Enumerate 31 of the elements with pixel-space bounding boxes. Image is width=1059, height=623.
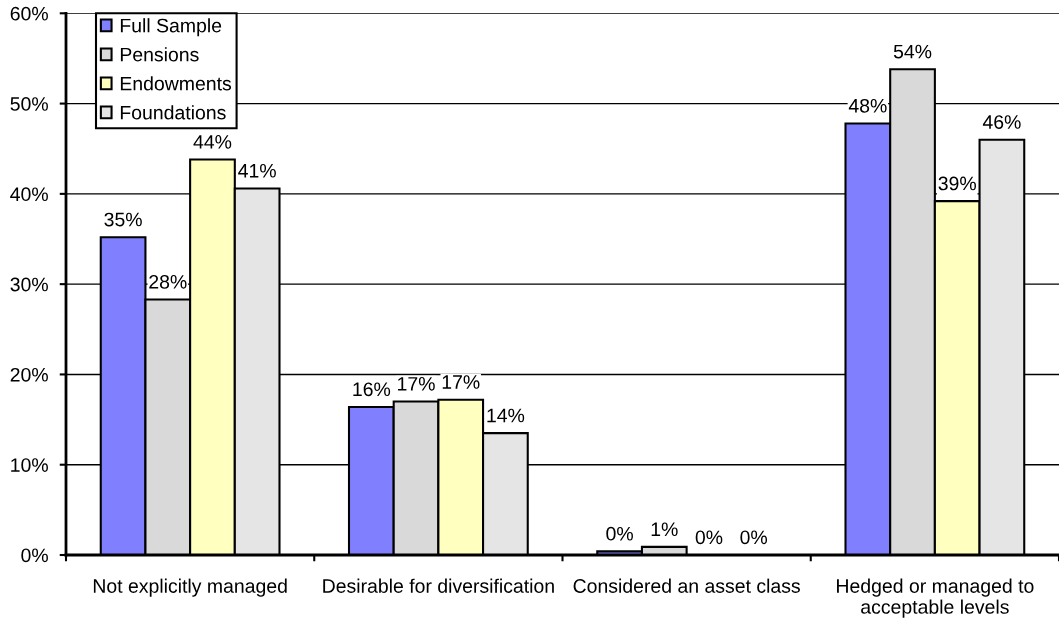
legend-label: Full Sample <box>120 18 222 37</box>
data-label: 41% <box>238 163 276 178</box>
data-label: 35% <box>104 212 142 227</box>
data-label: 28% <box>149 274 187 289</box>
x-tick-label: Hedged or managed to acceptable levels <box>837 578 1034 618</box>
data-label: 46% <box>982 115 1021 129</box>
y-tick-label: 30% <box>10 277 48 292</box>
data-label: 17% <box>398 377 435 391</box>
y-tick-label: 0% <box>21 548 48 563</box>
data-label: 16% <box>353 382 391 397</box>
x-tick-label: Desirable for diversification <box>323 578 554 593</box>
y-tick-label: 40% <box>10 187 48 202</box>
data-label: 54% <box>893 44 932 59</box>
data-label: 48% <box>848 98 887 113</box>
data-label: 0% <box>740 530 768 545</box>
x-tick-label: Considered an asset class <box>573 578 800 593</box>
y-tick-label: 60% <box>10 6 48 21</box>
data-label: 1% <box>651 522 678 537</box>
data-label: 44% <box>193 135 232 149</box>
data-label: 14% <box>487 408 525 423</box>
y-tick-label: 10% <box>11 458 48 472</box>
data-label: 17% <box>442 375 480 389</box>
data-label: 39% <box>938 176 976 191</box>
y-tick-label: 20% <box>10 367 48 382</box>
data-label: 0% <box>606 526 633 541</box>
legend-label: Foundations <box>120 105 226 120</box>
x-tick-label: Not explicitly managed <box>93 578 287 597</box>
y-tick-label: 50% <box>10 97 48 111</box>
data-label: 0% <box>695 530 723 545</box>
legend-label: Endowments <box>120 76 232 91</box>
legend-label: Pensions <box>120 47 199 62</box>
